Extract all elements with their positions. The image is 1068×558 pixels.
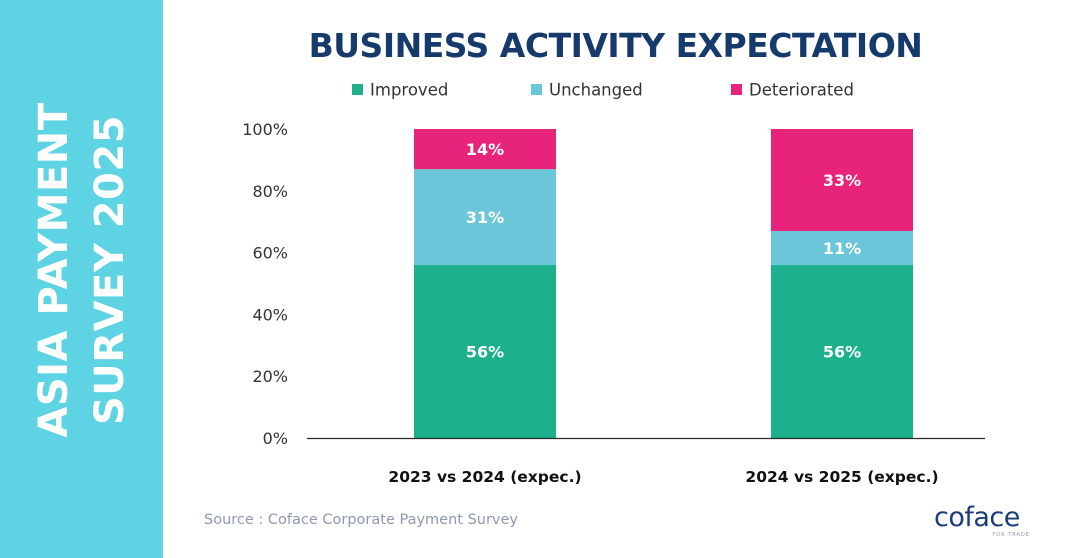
- logo-tagline: FOR TRADE: [992, 532, 1030, 538]
- y-tick-label: 20%: [252, 367, 288, 386]
- y-axis: 0% 20% 40% 60% 80% 100%: [242, 120, 288, 448]
- legend-swatch-deteriorated: [731, 84, 742, 95]
- data-label: 31%: [466, 208, 504, 227]
- y-tick-label: 60%: [252, 244, 288, 263]
- legend-label-unchanged: Unchanged: [549, 81, 643, 100]
- bar-segment-deteriorated: [771, 129, 913, 231]
- x-tick-label: 2023 vs 2024 (expec.): [388, 468, 581, 486]
- bar-segment-unchanged: [771, 230, 913, 265]
- bar-segment-improved: [771, 264, 913, 438]
- bar-segment-unchanged: [414, 169, 556, 265]
- legend-label-improved: Improved: [370, 81, 448, 100]
- chart-title: BUSINESS ACTIVITY EXPECTATION: [308, 26, 923, 65]
- x-tick-label: 2024 vs 2025 (expec.): [745, 468, 938, 486]
- data-label: 56%: [466, 342, 504, 361]
- coface-logo: coface FOR TRADE: [934, 502, 1034, 539]
- bars: 56% 31% 14% 56% 11% 33%: [414, 129, 913, 438]
- legend-swatch-unchanged: [531, 84, 542, 95]
- data-label: 56%: [823, 342, 861, 361]
- data-label: 33%: [823, 171, 861, 190]
- legend-swatch-improved: [352, 84, 363, 95]
- x-axis: 2023 vs 2024 (expec.) 2024 vs 2025 (expec…: [388, 468, 938, 486]
- y-tick-label: 100%: [242, 120, 288, 139]
- chart-legend: Improved Unchanged Deteriorated: [352, 81, 854, 100]
- sidebar-banner: ASIA PAYMENT SURVEY 2025: [0, 0, 163, 558]
- y-tick-label: 80%: [252, 182, 288, 201]
- source-note: Source : Coface Corporate Payment Survey: [204, 512, 519, 528]
- logo-wordmark: coface: [934, 502, 1020, 533]
- data-label: 14%: [466, 140, 504, 159]
- legend-label-deteriorated: Deteriorated: [749, 81, 854, 100]
- y-tick-label: 40%: [252, 305, 288, 324]
- bar-segment-improved: [414, 264, 556, 438]
- y-tick-label: 0%: [263, 429, 288, 448]
- data-label: 11%: [823, 239, 861, 258]
- bar-segment-deteriorated: [414, 129, 556, 170]
